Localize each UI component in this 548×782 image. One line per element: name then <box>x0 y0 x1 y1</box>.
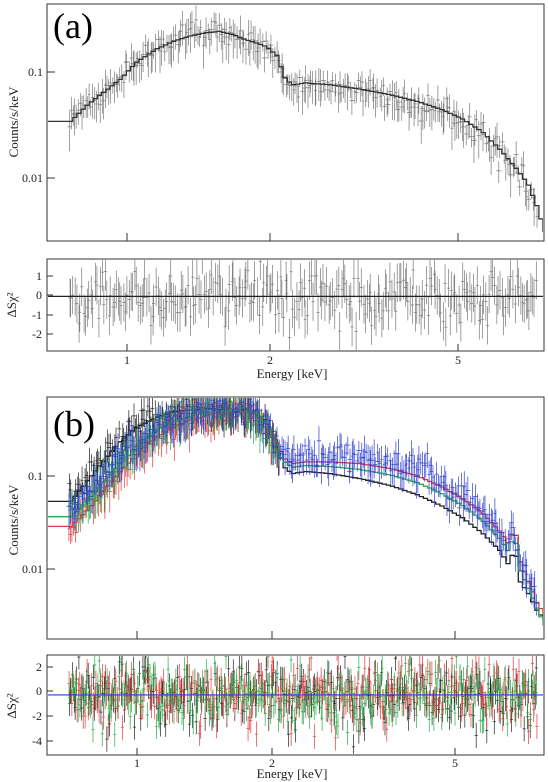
panel-a-ytick-label-0.1: 0.1 <box>28 65 43 79</box>
panel-b-series-0-residuals <box>68 656 538 754</box>
panel-b-resid-ytick-label-m4: -4 <box>32 734 42 748</box>
panel-b-resid-ytick-label-0: 0 <box>36 684 42 698</box>
panel-a-xtick-label-2: 2 <box>267 353 273 367</box>
panel-a-resid-ytick-label-m1: -1 <box>32 308 42 322</box>
panel-b-residual-ylabel: ΔSχ² <box>4 693 19 718</box>
panel-a-xlabel: Energy [keV] <box>257 366 328 381</box>
panel-a-residual-plot <box>48 260 543 350</box>
panel-b-series-2-residuals <box>67 656 538 747</box>
panel-a-resid-ytick-label-m2: -2 <box>32 327 42 341</box>
panel-a: (a) 0.1 0.01 Counts/s/keV 1 0 -1 -2 ΔSχ²… <box>4 3 545 381</box>
panel-a-spectrum-frame <box>46 3 545 242</box>
panel-a-label: (a) <box>53 6 93 46</box>
panel-b-resid-ytick-label-2: 2 <box>36 660 42 674</box>
panel-a-series-0-residuals <box>68 260 538 350</box>
panel-a-xtick-label-5: 5 <box>455 353 461 367</box>
panel-b-residual-plot <box>48 656 543 754</box>
panel-b-series-3-data <box>66 398 539 616</box>
panel-b-ylabel: Counts/s/keV <box>6 484 21 555</box>
panel-b-spectrum-plot <box>48 398 543 626</box>
panel-a-series-0-data <box>67 5 539 228</box>
panel-b-ytick-label-0.1: 0.1 <box>28 469 43 483</box>
panel-a-resid-ytick-label-1: 1 <box>36 269 42 283</box>
panel-b-xtick-label-5: 5 <box>452 756 458 770</box>
panel-a-resid-ytick-label-0: 0 <box>36 288 42 302</box>
panel-b-label: (b) <box>53 404 95 444</box>
panel-b-spectrum-frame <box>46 396 545 640</box>
panel-b: (b) 0.1 0.01 Counts/s/keV 2 0 -2 -4 ΔSχ²… <box>4 396 545 781</box>
panel-b-xtick-label-2: 2 <box>269 756 275 770</box>
panel-b-resid-ytick-label-m2: -2 <box>32 709 42 723</box>
panel-b-model-curve-0 <box>48 408 543 620</box>
panel-b-ytick-label-0.01: 0.01 <box>22 562 43 576</box>
panel-a-ytick-label-0.01: 0.01 <box>22 171 43 185</box>
panel-a-ylabel: Counts/s/keV <box>6 86 21 157</box>
panel-b-residual-frame <box>46 654 545 756</box>
panel-a-spectrum-plot <box>48 5 543 233</box>
panel-b-xtick-label-1: 1 <box>134 756 140 770</box>
panel-a-xtick-label-1: 1 <box>124 353 130 367</box>
panel-a-residual-ylabel: ΔSχ² <box>4 292 19 317</box>
panel-a-model-curve-0 <box>48 30 543 233</box>
panel-a-residual-frame <box>46 258 545 352</box>
panel-b-xlabel: Energy [keV] <box>257 766 328 781</box>
